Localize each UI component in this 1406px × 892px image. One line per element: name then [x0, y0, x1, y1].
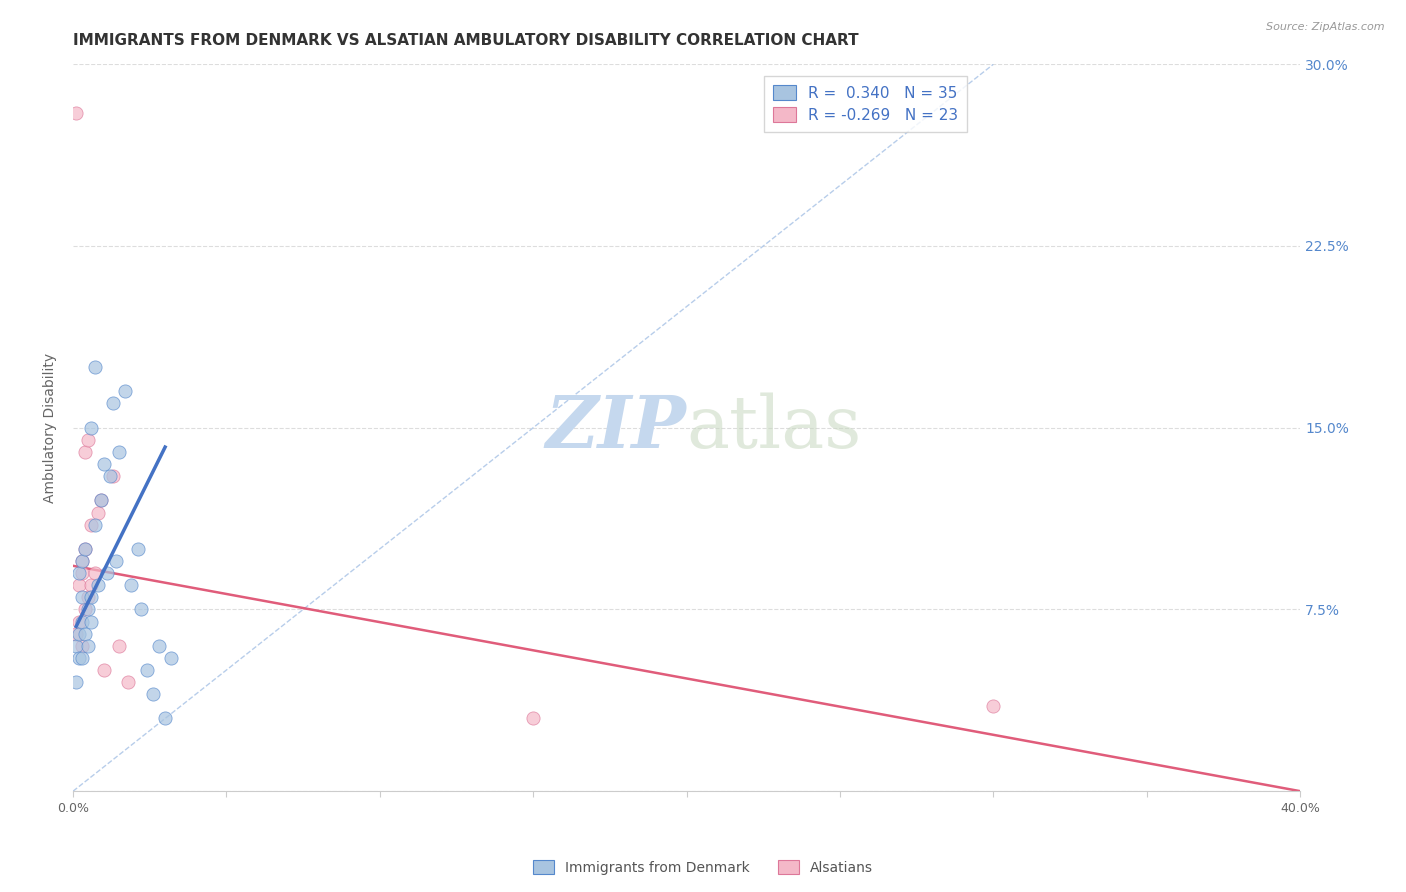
Point	[77, 591, 100, 605]
Point	[72, 566, 94, 580]
Point	[77, 433, 100, 447]
Point	[65, 105, 87, 120]
Point	[135, 663, 157, 677]
Point	[105, 554, 128, 568]
Point	[117, 675, 139, 690]
Point	[148, 639, 170, 653]
Point	[108, 445, 131, 459]
Point	[67, 626, 90, 640]
Text: IMMIGRANTS FROM DENMARK VS ALSATIAN AMBULATORY DISABILITY CORRELATION CHART: IMMIGRANTS FROM DENMARK VS ALSATIAN AMBU…	[73, 33, 859, 48]
Point	[65, 675, 87, 690]
Point	[83, 517, 105, 532]
Point	[67, 615, 90, 629]
Point	[86, 578, 108, 592]
Point	[160, 651, 183, 665]
Point	[67, 566, 90, 580]
Point	[90, 493, 112, 508]
Point	[75, 602, 97, 616]
Point	[83, 566, 105, 580]
Point	[120, 578, 142, 592]
Point	[72, 554, 94, 568]
Legend: R =  0.340   N = 35, R = -0.269   N = 23: R = 0.340 N = 35, R = -0.269 N = 23	[763, 76, 967, 132]
Point	[75, 541, 97, 556]
Point	[72, 554, 94, 568]
Point	[67, 578, 90, 592]
Point	[101, 469, 124, 483]
Point	[522, 711, 544, 725]
Point	[80, 615, 103, 629]
Point	[72, 615, 94, 629]
Text: ZIP: ZIP	[546, 392, 686, 463]
Point	[93, 663, 115, 677]
Point	[77, 602, 100, 616]
Legend: Immigrants from Denmark, Alsatians: Immigrants from Denmark, Alsatians	[527, 855, 879, 880]
Y-axis label: Ambulatory Disability: Ambulatory Disability	[44, 352, 58, 503]
Point	[80, 420, 103, 434]
Point	[80, 517, 103, 532]
Point	[65, 626, 87, 640]
Point	[80, 578, 103, 592]
Point	[75, 626, 97, 640]
Point	[127, 541, 149, 556]
Point	[98, 469, 121, 483]
Point	[65, 639, 87, 653]
Point	[72, 639, 94, 653]
Point	[72, 651, 94, 665]
Point	[86, 506, 108, 520]
Point	[93, 457, 115, 471]
Point	[153, 711, 176, 725]
Point	[114, 384, 136, 399]
Point	[83, 360, 105, 375]
Point	[108, 639, 131, 653]
Point	[101, 396, 124, 410]
Point	[142, 687, 165, 701]
Point	[129, 602, 152, 616]
Point	[96, 566, 118, 580]
Point	[75, 541, 97, 556]
Point	[981, 699, 1004, 714]
Point	[67, 651, 90, 665]
Point	[75, 445, 97, 459]
Point	[80, 591, 103, 605]
Point	[77, 639, 100, 653]
Text: atlas: atlas	[686, 392, 862, 463]
Text: Source: ZipAtlas.com: Source: ZipAtlas.com	[1267, 22, 1385, 32]
Point	[90, 493, 112, 508]
Point	[72, 591, 94, 605]
